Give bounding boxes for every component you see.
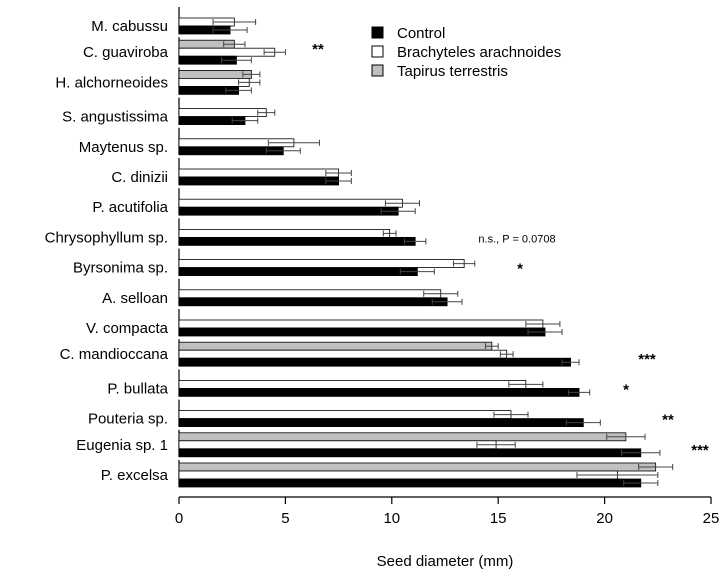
bar: [178, 327, 546, 337]
x-tick-label: 0: [175, 510, 183, 527]
significance-marker: *: [517, 261, 523, 278]
legend-label: Tapirus terrestris: [397, 63, 508, 80]
category-label: Chrysophyllum sp.: [45, 229, 168, 246]
bar: [178, 379, 527, 389]
bar: [178, 410, 512, 420]
legend-swatch: [371, 26, 384, 39]
bar: [178, 47, 276, 57]
bar: [178, 297, 448, 307]
bar: [178, 267, 418, 277]
bar: [178, 470, 618, 480]
legend-label: Brachyteles arachnoides: [397, 44, 561, 61]
bar: [178, 198, 403, 208]
bar: [178, 462, 657, 472]
legend-label: Control: [397, 25, 445, 42]
category-label: H. alchorneoides: [55, 74, 168, 91]
significance-marker: **: [662, 412, 674, 429]
significance-marker: *: [623, 381, 629, 398]
bar: [178, 418, 584, 428]
x-axis-title: Seed diameter (mm): [377, 553, 514, 570]
bar: [178, 236, 416, 246]
category-label: Maytenus sp.: [79, 139, 168, 156]
bar: [178, 440, 497, 450]
bar: [178, 387, 580, 397]
x-tick-label: 10: [383, 510, 400, 527]
bar: [178, 432, 627, 442]
x-tick-label: 5: [281, 510, 289, 527]
bar: [178, 448, 642, 458]
x-tick-label: 25: [703, 510, 720, 527]
category-label: S. angustissima: [62, 109, 169, 126]
bar: [178, 349, 508, 359]
x-tick-label: 15: [490, 510, 507, 527]
significance-marker: ***: [638, 351, 656, 368]
bar: [178, 70, 252, 79]
bar: [178, 259, 465, 269]
legend-swatch: [371, 45, 384, 58]
category-label: A. selloan: [102, 290, 168, 307]
bar: [178, 478, 642, 488]
bar: [178, 228, 391, 238]
bar: [178, 168, 340, 178]
bar: [178, 289, 442, 299]
category-label: P. excelsa: [101, 467, 169, 484]
bar: [178, 176, 340, 186]
bar: [178, 108, 267, 117]
category-label: Pouteria sp.: [88, 411, 168, 428]
category-label: C. dinizii: [111, 169, 168, 186]
category-label: V. compacta: [86, 320, 169, 337]
bar: [178, 357, 571, 367]
category-label: P. acutifolia: [92, 199, 168, 216]
bar: [178, 319, 544, 329]
category-label: C. mandioccana: [60, 346, 169, 363]
bar: [178, 341, 493, 351]
significance-marker: ***: [691, 442, 709, 459]
category-label: M. cabussu: [91, 18, 168, 35]
category-label: C. guaviroba: [83, 44, 169, 61]
category-label: P. bullata: [107, 380, 168, 397]
category-label: Eugenia sp. 1: [76, 437, 168, 454]
x-tick-label: 20: [596, 510, 613, 527]
category-label: Byrsonima sp.: [73, 260, 168, 277]
bar: [178, 206, 399, 216]
legend-swatch: [371, 64, 384, 77]
significance-note: n.s., P = 0.0708: [478, 233, 555, 245]
significance-marker: **: [312, 41, 324, 58]
